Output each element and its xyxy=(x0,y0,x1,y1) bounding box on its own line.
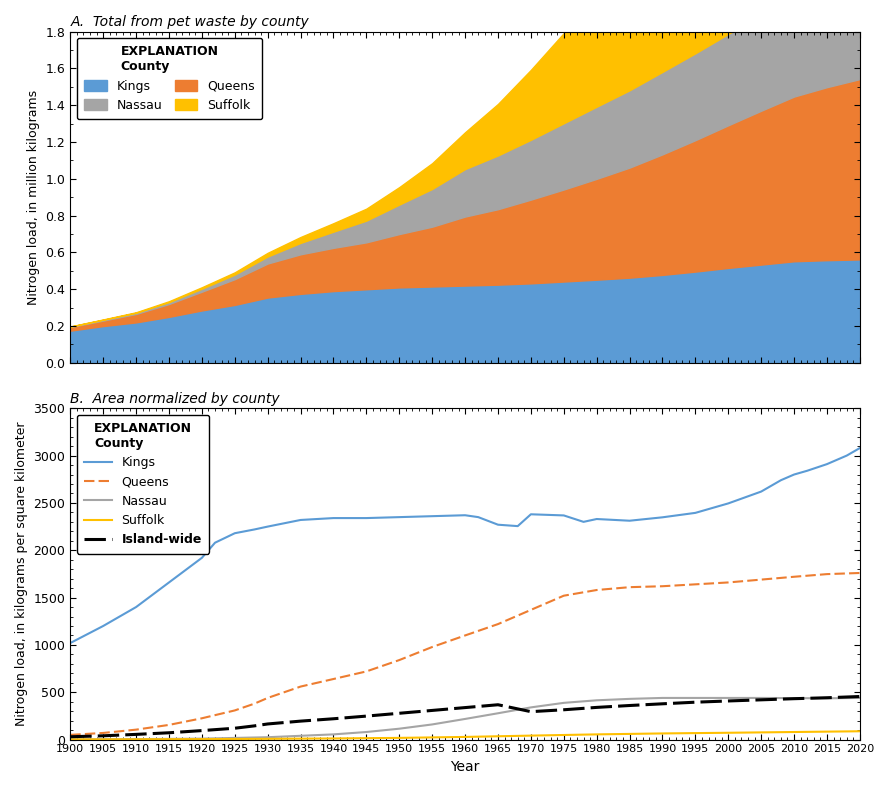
Line: Island-wide: Island-wide xyxy=(70,697,860,737)
Queens xyxy=(802,571,813,581)
Queens xyxy=(401,653,412,662)
Kings xyxy=(401,512,412,522)
Island-wide xyxy=(558,705,569,715)
Queens xyxy=(558,591,569,600)
Queens xyxy=(598,585,609,594)
Kings xyxy=(802,466,813,476)
Legend: Kings, Nassau, Queens, Suffolk: Kings, Nassau, Queens, Suffolk xyxy=(76,38,262,119)
Queens xyxy=(144,723,155,732)
Y-axis label: Nitrogen load, in kilograms per square kilometer: Nitrogen load, in kilograms per square k… xyxy=(15,421,28,726)
Suffolk xyxy=(854,727,865,736)
Line: Queens: Queens xyxy=(70,573,860,735)
Island-wide xyxy=(598,702,609,712)
Island-wide xyxy=(401,708,412,717)
Kings xyxy=(598,514,609,524)
Suffolk xyxy=(401,733,412,742)
Text: A.  Total from pet waste by county: A. Total from pet waste by county xyxy=(70,15,309,29)
Island-wide xyxy=(144,729,155,739)
Island-wide xyxy=(65,732,76,742)
Y-axis label: Nitrogen load, in million kilograms: Nitrogen load, in million kilograms xyxy=(27,90,40,305)
Nassau xyxy=(65,735,76,744)
Nassau xyxy=(401,723,412,732)
Suffolk xyxy=(802,727,813,737)
Island-wide xyxy=(249,721,260,731)
Suffolk xyxy=(144,735,155,744)
Nassau xyxy=(144,735,155,744)
Kings xyxy=(249,525,260,534)
Legend: Kings, Queens, Nassau, Suffolk, Island-wide: Kings, Queens, Nassau, Suffolk, Island-w… xyxy=(76,414,210,554)
X-axis label: Year: Year xyxy=(451,760,480,774)
Kings xyxy=(144,593,155,602)
Line: Kings: Kings xyxy=(70,448,860,643)
Line: Suffolk: Suffolk xyxy=(70,731,860,739)
Line: Nassau: Nassau xyxy=(70,698,860,739)
Nassau xyxy=(854,694,865,703)
Suffolk xyxy=(65,735,76,744)
Nassau xyxy=(249,733,260,742)
Suffolk xyxy=(558,731,569,740)
Island-wide xyxy=(854,692,865,701)
Suffolk xyxy=(249,734,260,743)
Nassau xyxy=(657,694,668,703)
Nassau xyxy=(558,698,569,708)
Text: B.  Area normalized by county: B. Area normalized by county xyxy=(70,391,280,406)
Queens xyxy=(854,568,865,578)
Queens xyxy=(65,730,76,739)
Nassau xyxy=(598,695,609,705)
Kings xyxy=(65,638,76,648)
Kings xyxy=(558,510,569,520)
Queens xyxy=(249,699,260,709)
Suffolk xyxy=(598,730,609,739)
Island-wide xyxy=(802,694,813,703)
Nassau xyxy=(808,694,819,703)
Kings xyxy=(854,443,865,453)
